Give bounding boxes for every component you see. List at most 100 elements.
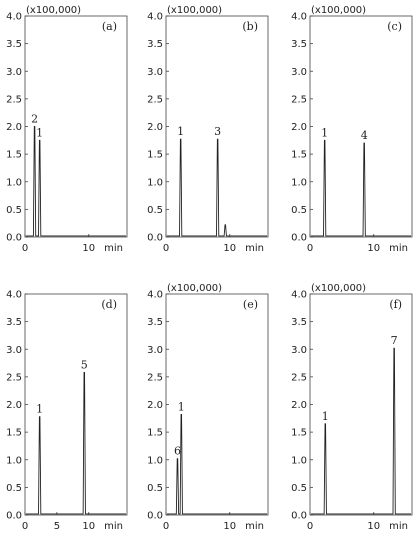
y-tick-label: 0.0	[147, 233, 163, 244]
y-tick-label: 4.0	[291, 12, 307, 23]
chromatogram-trace	[26, 372, 126, 515]
y-tick-label: 0.5	[6, 205, 22, 216]
x-tick-label: 0	[307, 521, 313, 532]
y-tick-label: 2.0	[147, 122, 163, 133]
y-scale-label: (x100,000)	[311, 5, 366, 16]
y-tick-label: 1.5	[147, 150, 163, 161]
y-tick-label: 2.0	[6, 122, 22, 133]
chart-panel: 0.0 0.5 1.0 1.5 2.0 2.5 3.0 3.5 4.0 0 10 min (x100,0…	[6, 5, 128, 254]
y-tick-label: 2.0	[147, 400, 163, 411]
x-tick-label: 10	[367, 521, 380, 532]
y-tick-label: 1.0	[6, 177, 22, 188]
y-tick-label: 2.5	[147, 372, 163, 383]
y-tick-label: 1.0	[147, 455, 163, 466]
peak-label: 1	[36, 126, 43, 139]
x-tick-label: 0	[22, 521, 28, 532]
y-tick-label: 0.0	[6, 233, 22, 244]
y-tick-label: 3.0	[147, 67, 163, 78]
y-tick-label: 0.0	[147, 511, 163, 522]
peak-label: 1	[36, 403, 43, 416]
chromatogram-trace	[311, 347, 411, 515]
y-tick-label: 4.0	[147, 12, 163, 23]
y-tick-label: 4.0	[291, 290, 307, 301]
panel-label: (d)	[101, 298, 117, 311]
x-tick-label: 10	[223, 521, 236, 532]
y-tick-label: 1.5	[6, 150, 22, 161]
y-tick-label: 2.0	[291, 400, 307, 411]
y-tick-label: 1.0	[291, 177, 307, 188]
x-tick-label: 10	[367, 243, 380, 254]
peak-label: 6	[174, 445, 181, 458]
x-tick-label: 0	[307, 243, 313, 254]
x-tick-label: 0	[163, 243, 169, 254]
y-tick-label: 0.5	[291, 205, 307, 216]
x-tick-label: 0	[163, 521, 169, 532]
y-tick-label: 2.0	[291, 122, 307, 133]
x-tick-label: 10	[223, 243, 236, 254]
y-tick-label: 0.5	[147, 205, 163, 216]
chromatogram-trace	[167, 138, 267, 237]
y-tick-label: 2.5	[291, 94, 307, 105]
y-tick-label: 3.0	[6, 67, 22, 78]
y-tick-label: 3.5	[147, 317, 163, 328]
y-scale-label: (x100,000)	[26, 5, 81, 16]
y-tick-label: 1.5	[291, 428, 307, 439]
y-tick-label: 4.0	[6, 290, 22, 301]
peak-label: 3	[214, 125, 221, 138]
x-axis-unit: min	[389, 521, 408, 532]
y-tick-label: 2.5	[6, 372, 22, 383]
panel-label: (f)	[389, 298, 402, 311]
y-tick-label: 2.5	[147, 94, 163, 105]
x-axis-unit: min	[104, 243, 123, 254]
peak-label: 7	[391, 334, 398, 347]
y-tick-label: 1.5	[6, 428, 22, 439]
x-axis-unit: min	[104, 521, 123, 532]
peak-label: 1	[322, 410, 329, 423]
y-tick-label: 2.5	[6, 94, 22, 105]
y-tick-label: 3.5	[291, 39, 307, 50]
peak-label: 1	[177, 125, 184, 138]
y-tick-label: 3.5	[6, 39, 22, 50]
chart-panel: 0.0 0.5 1.0 1.5 2.0 2.5 3.0 3.5 4.0 0 10 min (x100,0…	[147, 5, 269, 254]
x-tick-label: 5	[54, 521, 60, 532]
y-tick-label: 0.0	[291, 511, 307, 522]
y-tick-label: 2.0	[6, 400, 22, 411]
y-tick-label: 3.0	[6, 345, 22, 356]
x-tick-label: 10	[82, 243, 95, 254]
y-tick-label: 4.0	[147, 290, 163, 301]
y-tick-label: 0.5	[291, 483, 307, 494]
y-tick-label: 0.5	[6, 483, 22, 494]
peak-label: 4	[361, 129, 368, 142]
y-tick-label: 1.5	[147, 428, 163, 439]
panel-label: (e)	[243, 298, 258, 311]
panel-label: (b)	[242, 20, 258, 33]
x-axis-unit: min	[245, 521, 264, 532]
peak-label: 2	[31, 113, 38, 126]
plot-frame	[309, 293, 413, 516]
y-tick-label: 2.5	[291, 372, 307, 383]
y-tick-label: 1.0	[291, 455, 307, 466]
y-tick-label: 3.5	[291, 317, 307, 328]
y-tick-label: 3.0	[291, 345, 307, 356]
chart-panel: 0.0 0.5 1.0 1.5 2.0 2.5 3.0 3.5 4.0 0 10 min (x100,0…	[291, 283, 413, 532]
y-scale-label: (x100,000)	[167, 5, 222, 16]
chromatogram-trace	[26, 126, 126, 237]
x-tick-label: 0	[22, 243, 28, 254]
y-tick-label: 0.0	[6, 511, 22, 522]
peak-label: 5	[81, 358, 88, 371]
x-axis-unit: min	[245, 243, 264, 254]
peak-label: 1	[321, 126, 328, 139]
y-tick-label: 0.5	[147, 483, 163, 494]
y-scale-label: (x100,000)	[167, 283, 222, 294]
y-tick-label: 1.5	[291, 150, 307, 161]
y-scale-label: (x100,000)	[311, 283, 366, 294]
panel-label: (c)	[387, 20, 402, 33]
panel-label: (a)	[102, 20, 117, 33]
y-tick-label: 3.0	[291, 67, 307, 78]
chart-panel: 0.0 0.5 1.0 1.5 2.0 2.5 3.0 3.5 4.0 0 10 min (x100,0…	[291, 5, 413, 254]
y-tick-label: 1.0	[147, 177, 163, 188]
x-tick-label: 10	[82, 521, 95, 532]
chromatogram-trace	[311, 139, 411, 237]
y-tick-label: 3.0	[147, 345, 163, 356]
